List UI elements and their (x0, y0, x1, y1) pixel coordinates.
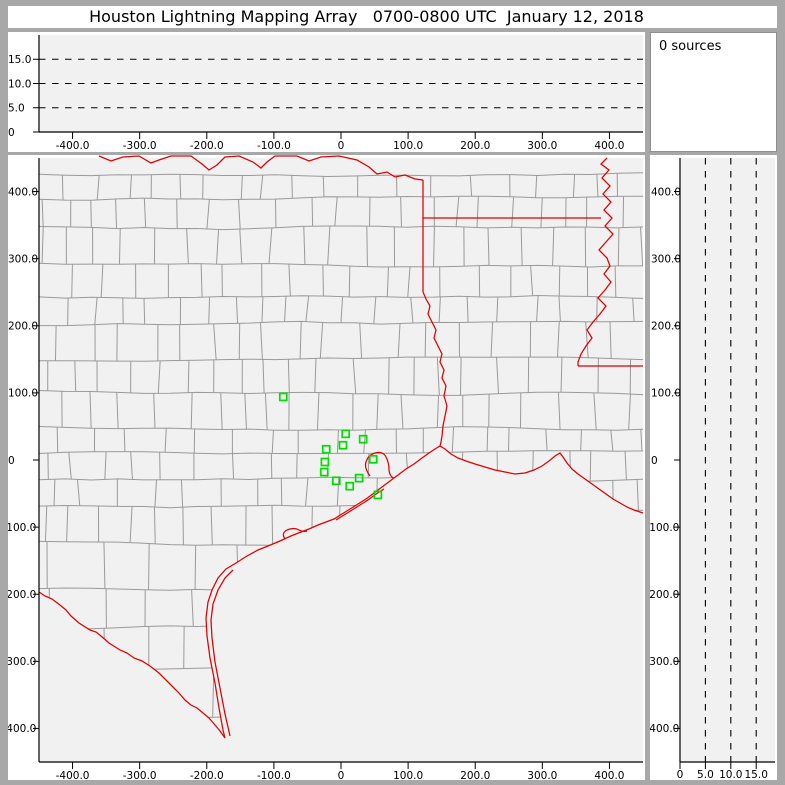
source-count-panel: 0 sources (650, 32, 777, 152)
y-tick-label: -300.0 (8, 656, 36, 668)
x-tick-label: -400.0 (56, 140, 90, 152)
x-tick-label: 400.0 (594, 140, 624, 152)
station-marker (354, 473, 364, 483)
y-tick-label: 300.0 (651, 253, 681, 265)
source-count-label: 0 sources (659, 39, 722, 54)
x-tick-label: -300.0 (123, 770, 157, 780)
station-marker (331, 476, 341, 486)
y-tick-label: 0 (8, 127, 15, 139)
y-tick-label: 0 (8, 455, 15, 467)
x-tick-label: -400.0 (56, 770, 90, 780)
x-tick-label: 0 (338, 770, 345, 780)
x-tick-label: 200.0 (460, 770, 490, 780)
state-borders-coastline (38, 155, 644, 739)
x-tick-label: 200.0 (460, 140, 490, 152)
station-marker (338, 440, 348, 450)
y-tick-label: -200.0 (650, 589, 679, 601)
y-tick-label: 100.0 (8, 388, 38, 400)
station-marker (345, 481, 355, 491)
x-tick-label: -100.0 (257, 770, 291, 780)
y-tick-label: 300.0 (8, 253, 38, 265)
x-tick-label: 100.0 (393, 140, 423, 152)
y-tick-label: -300.0 (650, 656, 679, 668)
window-title: Houston Lightning Mapping Array 0700-080… (8, 6, 777, 28)
plan-view-map-panel[interactable]: -400.0 -300.0 -200.0 -100.0 0 100.0 200.0 300.0… (8, 155, 645, 780)
y-tick-label: 400.0 (8, 186, 38, 198)
station-marker (319, 467, 329, 477)
y-tick-label: -100.0 (8, 522, 36, 534)
y-tick-label: 200.0 (651, 321, 681, 333)
northsouth-vs-altitude-panel[interactable]: 0 5.0 10.015.0 400.0 300.0 200.0 100.0 0 -100.0 -… (650, 155, 777, 780)
y-tick-label: 200.0 (8, 321, 38, 333)
y-tick-label: 5.0 (8, 103, 25, 115)
x-tick-label: 400.0 (594, 770, 624, 780)
y-tick-label: 10.0 (8, 78, 31, 90)
y-tick-label: -200.0 (8, 589, 36, 601)
altitude-side-plot[interactable]: 0 5.0 10.015.0 400.0 300.0 200.0 100.0 0 -100.0 -… (650, 155, 777, 780)
y-tick-label: 400.0 (651, 186, 681, 198)
station-marker (373, 490, 383, 500)
x-tick-label: 5.0 (697, 769, 714, 780)
plan-view-map[interactable]: -400.0 -300.0 -200.0 -100.0 0 100.0 200.0 300.0… (8, 155, 645, 780)
x-tick-label: -100.0 (257, 140, 291, 152)
x-tick-label: -300.0 (123, 140, 157, 152)
station-marker (320, 457, 330, 467)
y-tick-label: -400.0 (650, 723, 679, 735)
x-tick-label: 0 (677, 769, 684, 780)
y-tick-label: -100.0 (650, 522, 679, 534)
station-marker (321, 444, 331, 454)
x-tick-label: 10.0 (719, 769, 742, 780)
station-marker (278, 392, 288, 402)
altitude-height-plot[interactable]: -400.0 -300.0 -200.0 -100.0 0 100.0 200.0 300.0… (8, 32, 645, 152)
station-marker (368, 454, 378, 464)
altitude-vs-eastwest-panel[interactable]: -400.0 -300.0 -200.0 -100.0 0 100.0 200.0 300.0… (8, 32, 645, 152)
x-tick-label: -200.0 (190, 140, 224, 152)
x-tick-label: 300.0 (527, 140, 557, 152)
x-tick-label: 100.0 (393, 770, 423, 780)
x-tick-label: 15.0 (745, 769, 768, 780)
station-marker (341, 429, 351, 439)
y-tick-label: -400.0 (8, 723, 36, 735)
lma-station-markers (278, 392, 383, 500)
y-tick-label: 15.0 (8, 54, 31, 66)
station-marker (358, 434, 368, 444)
x-tick-label: 0 (338, 140, 345, 152)
y-tick-label: 0 (651, 455, 658, 467)
x-tick-label: -200.0 (190, 770, 224, 780)
x-tick-label: 300.0 (527, 770, 557, 780)
y-tick-label: 100.0 (651, 388, 681, 400)
